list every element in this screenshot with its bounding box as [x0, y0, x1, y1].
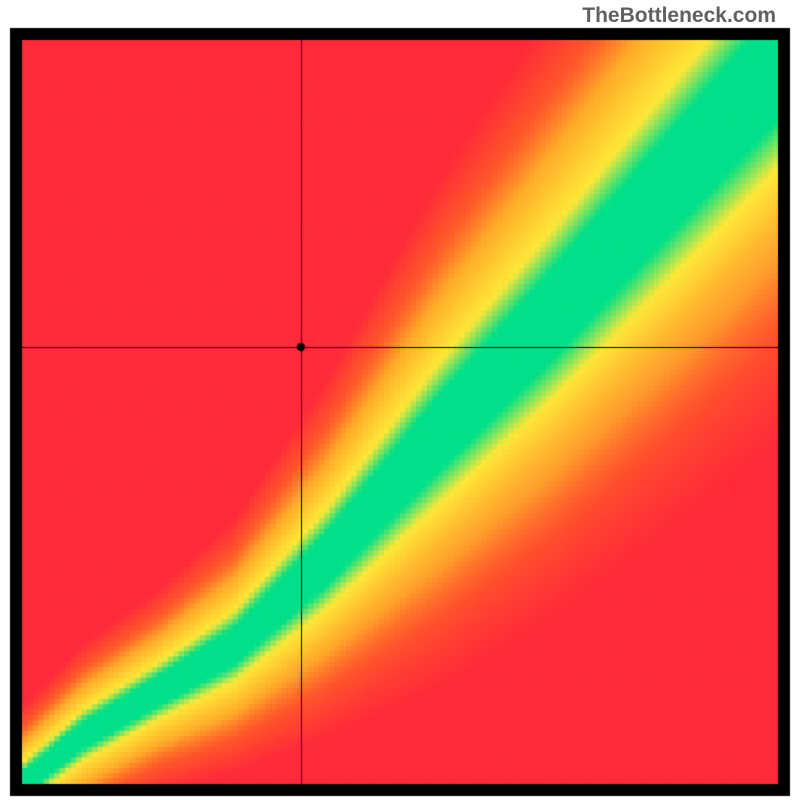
heatmap-canvas	[0, 0, 800, 800]
attribution-label: TheBottleneck.com	[582, 4, 776, 28]
chart-container: TheBottleneck.com	[0, 0, 800, 800]
